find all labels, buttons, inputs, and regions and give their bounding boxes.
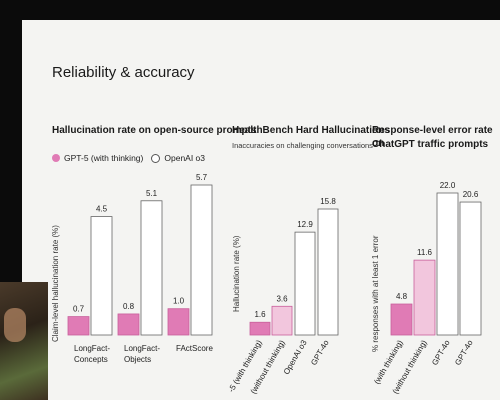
chart2-bar-openai-o3 [294,231,316,336]
chart1-category-label-1a: LongFact- [74,344,110,353]
chart1-ylabel: Claim-level hallucination rate (%) [51,225,60,342]
chart1-bar-longfact-objects-o3 [140,200,163,336]
chart2-value-label: 15.8 [320,197,336,206]
chart1-value-label: 5.7 [196,173,208,182]
chart1-category-label-3: FActScore [176,344,213,353]
chart1-category-label-2b: Objects [124,355,151,364]
chart1-category-label-1b: Concepts [74,355,108,364]
slide-title: Reliability & accuracy [52,64,195,81]
chart1-value-label: 0.8 [123,302,135,311]
chart1-value-label: 0.7 [73,305,85,314]
chart3-value-label: 11.6 [417,248,433,257]
chart1-title: Hallucination rate on open-source prompt… [52,125,257,136]
chart3-value-label: 22.0 [440,181,456,190]
chart1-bar-factscore-gpt5 [167,308,190,336]
legend-swatch-o3 [151,153,161,163]
chart1-category-label-2a: LongFact- [124,344,160,353]
chart1-bar-longfact-concepts-o3 [90,216,113,336]
chart1-value-label: 1.0 [173,297,185,306]
chart1-bar-longfact-concepts-gpt5 [67,316,90,336]
presenter-video-thumbnail [0,282,48,400]
chart3-bar-gpt4o-a [436,192,459,336]
chart3-title-line2: ChatGPT traffic prompts [372,139,489,150]
chart2-subtitle: Inaccuracies on challenging conversation… [232,141,373,150]
chart3-ylabel: % responses with at least 1 error [371,235,380,352]
chart1-bar-longfact-objects-gpt5 [117,313,140,336]
chart2-title: HealthBench Hard Hallucinations [232,125,390,136]
legend-label-o3: OpenAI o3 [164,153,206,163]
chart1-value-label: 4.5 [96,205,108,214]
chart3-value-label: 4.8 [396,292,408,301]
chart2-bar-gpt5-with-thinking [249,321,271,336]
slide-background [22,20,500,400]
chart1-legend: GPT-5 (with thinking) OpenAI o3 [52,153,205,163]
chart3-title-line1: Response-level error rate on [372,125,493,149]
legend-label-gpt5: GPT-5 (with thinking) [64,153,144,163]
chart2-value-label: 3.6 [276,294,288,303]
chart2-category-label: GPT-4o [309,338,331,367]
chart3-bar-gpt5-with-thinking [390,303,413,336]
chart3-bar-gpt5-without-thinking [413,259,436,336]
chart2-value-label: 12.9 [297,220,313,229]
chart1-bar-factscore-o3 [190,184,213,336]
chart3-bar-gpt4o-b [459,201,482,336]
chart2-bar-gpt4o [317,208,339,336]
chart2-value-label: 1.6 [254,310,266,319]
chart3-category-label: GPT-4o [430,338,452,367]
chart3-category-label: GPT-4o [453,338,475,367]
presenter-face [4,308,26,342]
chart3-value-label: 20.6 [463,190,479,199]
chart2-bar-gpt5-without-thinking [271,305,293,336]
chart1-value-label: 5.1 [146,189,158,198]
chart2-ylabel: Hallucination rate (%) [232,235,241,312]
legend-swatch-gpt5 [52,154,60,162]
